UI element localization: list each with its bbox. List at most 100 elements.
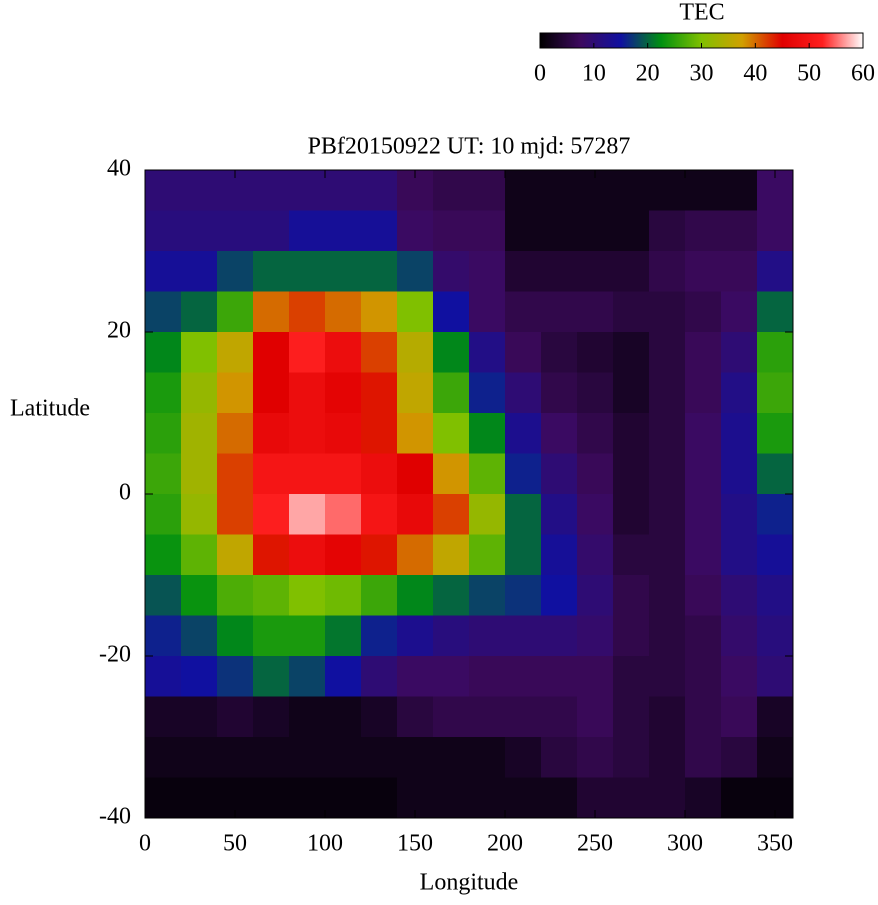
heat-cell <box>289 777 326 819</box>
heat-cell <box>181 372 218 414</box>
heat-cell <box>325 453 362 495</box>
heat-cell <box>433 291 470 333</box>
heat-cell <box>145 575 182 616</box>
heat-cell <box>145 413 182 454</box>
heat-cell <box>217 453 254 495</box>
heat-cell <box>505 534 542 576</box>
heat-cell <box>433 332 470 373</box>
heat-cell <box>217 291 254 333</box>
heat-cell <box>325 332 362 373</box>
heat-cell <box>325 413 362 454</box>
heat-cell <box>253 170 290 211</box>
heat-cell <box>145 372 182 414</box>
heat-cell <box>217 737 254 778</box>
heat-cell <box>757 251 794 292</box>
heat-cell <box>397 494 434 535</box>
chart-title: PBf20150922 UT: 10 mjd: 57287 <box>308 134 631 160</box>
heat-cell <box>361 372 398 414</box>
heat-cell <box>469 170 506 211</box>
heat-cell <box>361 615 398 657</box>
heat-cell <box>613 534 650 576</box>
heat-cell <box>217 696 254 738</box>
heat-cell <box>649 615 686 657</box>
heat-cell <box>217 372 254 414</box>
heat-cell <box>469 453 506 495</box>
heat-cell <box>541 170 578 211</box>
heat-cell <box>721 453 758 495</box>
heat-cell <box>397 372 434 414</box>
heat-cell <box>685 656 722 697</box>
heat-cell <box>145 251 182 292</box>
heat-cell <box>613 251 650 292</box>
heat-cell <box>721 737 758 778</box>
heat-cell <box>757 615 794 657</box>
heat-cell <box>433 413 470 454</box>
heat-cell <box>325 534 362 576</box>
heat-cell <box>469 777 506 819</box>
heat-cell <box>577 534 614 576</box>
x-tick-label: 50 <box>223 831 247 857</box>
heat-cell <box>361 413 398 454</box>
heat-cell <box>433 575 470 616</box>
colorbar-tick-label: 30 <box>690 61 714 87</box>
heat-cell <box>181 737 218 778</box>
heat-cell <box>289 170 326 211</box>
heat-cell <box>649 656 686 697</box>
heat-cell <box>685 332 722 373</box>
heat-cell <box>721 575 758 616</box>
heat-cell <box>145 656 182 697</box>
heat-cell <box>217 413 254 454</box>
heat-cell <box>685 575 722 616</box>
heat-cell <box>649 777 686 819</box>
heat-cell <box>397 534 434 576</box>
heat-cell <box>649 696 686 738</box>
heat-cell <box>757 575 794 616</box>
heat-cell <box>325 291 362 333</box>
heat-cell <box>397 575 434 616</box>
heat-cell <box>145 615 182 657</box>
heat-cell <box>433 534 470 576</box>
heat-cell <box>505 453 542 495</box>
heat-cell <box>505 372 542 414</box>
heat-cell <box>757 332 794 373</box>
heat-cell <box>469 534 506 576</box>
heat-cell <box>577 575 614 616</box>
heat-cell <box>721 777 758 819</box>
heat-cell <box>145 291 182 333</box>
heat-cell <box>613 453 650 495</box>
heat-cell <box>325 615 362 657</box>
heat-cell <box>757 372 794 414</box>
heat-cell <box>433 170 470 211</box>
heat-cell <box>217 210 254 252</box>
heat-cell <box>145 170 182 211</box>
heat-cell <box>685 170 722 211</box>
heat-cell <box>541 494 578 535</box>
heat-cell <box>181 332 218 373</box>
heat-cell <box>469 291 506 333</box>
heat-cell <box>757 291 794 333</box>
heat-cell <box>541 413 578 454</box>
heat-cell <box>289 251 326 292</box>
colorbar-label: TEC <box>679 0 724 26</box>
heat-cell <box>253 696 290 738</box>
heat-cell <box>505 332 542 373</box>
heat-cell <box>145 777 182 819</box>
heat-cell <box>289 291 326 333</box>
heat-cell <box>649 251 686 292</box>
x-tick-label: 100 <box>307 831 343 857</box>
heat-cell <box>145 494 182 535</box>
heat-cell <box>181 615 218 657</box>
heat-cell <box>469 372 506 414</box>
heat-cell <box>289 494 326 535</box>
heat-cell <box>253 615 290 657</box>
heat-cell <box>361 777 398 819</box>
heat-cell <box>685 413 722 454</box>
heat-cell <box>433 453 470 495</box>
colorbar-tick-label: 50 <box>797 61 821 87</box>
heat-cell <box>469 210 506 252</box>
x-tick-label: 300 <box>667 831 703 857</box>
heat-cell <box>613 372 650 414</box>
heat-cell <box>649 453 686 495</box>
heat-cell <box>433 494 470 535</box>
heat-cell <box>181 494 218 535</box>
